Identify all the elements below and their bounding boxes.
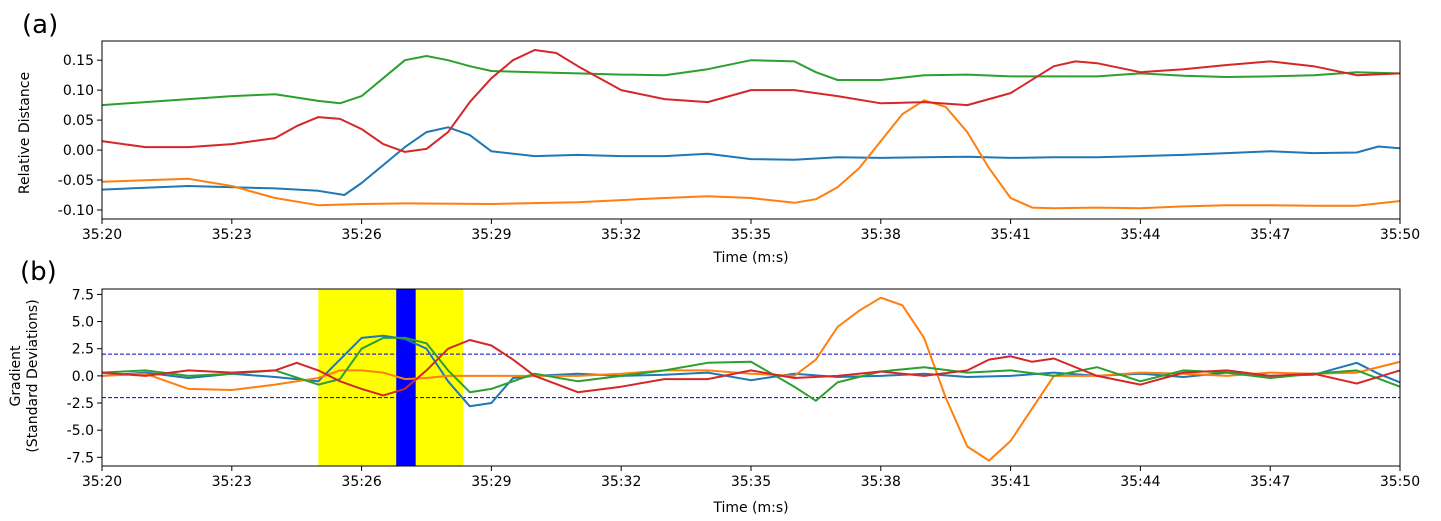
- panel-a-x-tick-label-1: 35:23: [212, 227, 252, 243]
- panel-b-x-tick-label-6: 35:38: [861, 474, 901, 490]
- panel-a-series-red: [101, 49, 1401, 153]
- panel-a-y-tick-label-1: -0.05: [58, 173, 94, 189]
- panel-b-x-axis-label: Time (m:s): [712, 500, 788, 516]
- panel-b-y-axis-label-line2: (Standard Deviations): [25, 299, 41, 452]
- panel-b-label: (b): [20, 257, 57, 287]
- panel-b-y-tick-label-3: 0.0: [72, 369, 94, 385]
- panel-a-y-tick-label-2: 0.00: [63, 143, 94, 159]
- panel-a-x-axis-label: Time (m:s): [712, 250, 788, 266]
- panel-a-x-tick-label-0: 35:20: [82, 227, 122, 243]
- panel-b-x-tick-label-9: 35:47: [1250, 474, 1290, 490]
- panel-b-x-tick-label-3: 35:29: [471, 474, 511, 490]
- panel-b-series-red: [101, 339, 1401, 397]
- panel-a-series-green: [101, 55, 1401, 107]
- panel-a-x-tick-label-10: 35:50: [1380, 227, 1420, 243]
- panel-a-x-tick-label-5: 35:35: [731, 227, 771, 243]
- panel-b-y-axis-label-line1: Gradient: [8, 345, 24, 406]
- panel-a-x-tick-label-3: 35:29: [471, 227, 511, 243]
- panel-a: (a) 35:20 35:23 35:26 35:29 35:32 35:35 35:38 3…: [17, 10, 1420, 266]
- panel-a-y-axis-label: Relative Distance: [17, 72, 33, 194]
- panel-b-y-tick-label-2: -2.5: [67, 396, 94, 412]
- panel-b-x-tick-label-0: 35:20: [82, 474, 122, 490]
- panel-b-x-tick-label-1: 35:23: [212, 474, 252, 490]
- panel-a-y-tick-label-5: 0.15: [63, 53, 94, 69]
- panel-a-y-tick-label-3: 0.05: [63, 113, 94, 129]
- panel-b-y-tick-label-6: 7.5: [72, 287, 94, 303]
- panel-a-x-tick-label-7: 35:41: [990, 227, 1030, 243]
- panel-b-series-green: [101, 336, 1401, 402]
- panel-a-series-blue: [101, 126, 1401, 196]
- panel-a-y-tick-label-0: -0.10: [58, 203, 94, 219]
- panel-a-x-tick-label-9: 35:47: [1250, 227, 1290, 243]
- panel-a-x-tick-label-6: 35:38: [861, 227, 901, 243]
- panel-a-y-tick-label-4: 0.10: [63, 83, 94, 99]
- panel-b-x-tick-label-5: 35:35: [731, 474, 771, 490]
- panel-b-y-tick-label-0: -7.5: [67, 450, 94, 466]
- panel-a-x-tick-label-4: 35:32: [601, 227, 641, 243]
- panel-a-series-orange: [101, 99, 1401, 210]
- panel-b-highlight-span-1: [396, 289, 416, 466]
- panel-a-x-tick-label-2: 35:26: [341, 227, 381, 243]
- panel-b-x-tick-label-8: 35:44: [1120, 474, 1160, 490]
- panel-b: (b) 35:20 35:23 35:26 35:29 35:32 35:35 35:38 3…: [8, 257, 1420, 516]
- panel-b-y-tick-label-1: -5.0: [67, 423, 94, 439]
- panel-b-x-tick-label-4: 35:32: [601, 474, 641, 490]
- panel-b-x-tick-label-2: 35:26: [341, 474, 381, 490]
- panel-b-series-blue: [101, 334, 1401, 408]
- panel-a-x-tick-label-8: 35:44: [1120, 227, 1160, 243]
- panel-b-x-tick-label-7: 35:41: [990, 474, 1030, 490]
- panel-b-y-axis-label: Gradient (Standard Deviations): [8, 299, 41, 452]
- panel-a-label: (a): [22, 10, 58, 40]
- panel-b-x-tick-label-10: 35:50: [1380, 474, 1420, 490]
- panel-b-y-tick-label-5: 5.0: [72, 315, 94, 331]
- panel-b-y-tick-label-4: 2.5: [72, 342, 94, 358]
